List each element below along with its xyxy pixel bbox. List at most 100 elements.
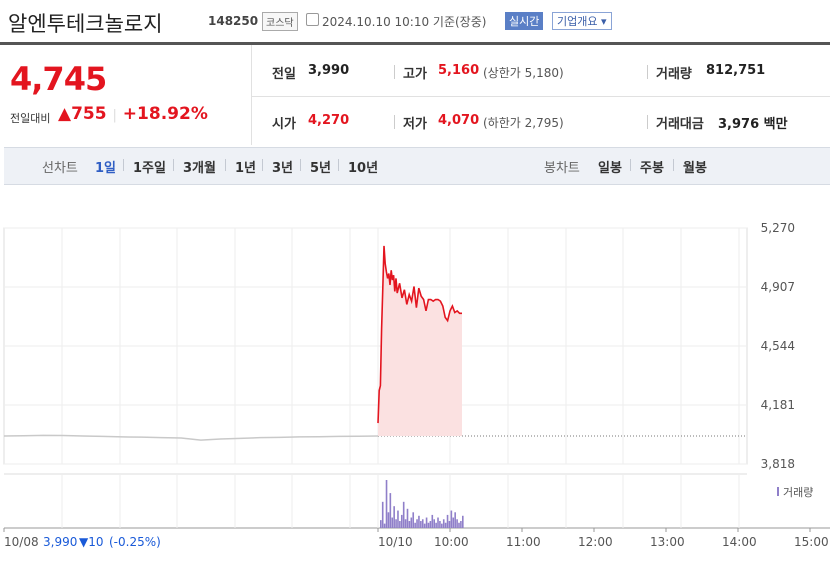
divider <box>300 159 301 171</box>
line-chart-label: 선차트 <box>42 161 78 176</box>
volume-bar <box>433 519 436 528</box>
volume-bar <box>414 522 416 528</box>
market-badge: 코스닥 <box>262 12 298 31</box>
low-label: 저가 <box>403 117 427 132</box>
tab-5year[interactable]: 5년 <box>310 161 332 176</box>
upper-limit: (상한가 5,180) <box>483 64 564 81</box>
volume-legend-swatch <box>777 487 779 496</box>
volume-bar <box>425 517 428 528</box>
volume-bar <box>441 523 443 528</box>
high-label: 고가 <box>403 67 427 82</box>
tab-1year[interactable]: 1년 <box>235 161 257 176</box>
high-value: 5,160 <box>438 63 480 78</box>
divider <box>630 159 631 171</box>
volume-bar <box>395 519 397 528</box>
tab-1day[interactable]: 1일 <box>95 161 117 176</box>
y-tick-label: 3,818 <box>761 457 795 471</box>
upper-limit-value: 5,180) <box>524 66 564 80</box>
tab-3year[interactable]: 3년 <box>272 161 294 176</box>
lower-limit-value: 2,795) <box>524 116 564 130</box>
tab-monthly-candle[interactable]: 월봉 <box>683 161 707 176</box>
change-amount: ▲755 <box>58 104 107 124</box>
volume-bar <box>437 517 439 528</box>
divider <box>225 159 226 171</box>
amount-value: 3,976 백만 <box>718 117 788 132</box>
y-tick-label: 4,181 <box>761 398 795 412</box>
volume-bar <box>387 512 390 528</box>
volume-bar <box>412 512 415 528</box>
volume-bar <box>458 522 460 528</box>
volume-value: 812,751 <box>706 63 766 78</box>
stock-name: 알엔투테크놀로지 <box>8 12 163 36</box>
x-tick-label: 10:00 <box>434 535 469 549</box>
prev-day-date: 10/08 <box>4 535 39 549</box>
divider <box>394 65 395 79</box>
volume-bar <box>397 510 399 528</box>
volume-bar <box>444 522 447 528</box>
tab-10year[interactable]: 10년 <box>348 161 379 176</box>
volume-bar <box>389 493 392 528</box>
volume-bar <box>442 519 445 528</box>
volume-bar <box>380 520 382 528</box>
open-label: 시가 <box>272 117 296 132</box>
current-price: 4,745 <box>10 60 107 98</box>
volume-bar <box>454 512 456 528</box>
stock-code: 148250 <box>208 14 259 28</box>
x-tick-label: 11:00 <box>506 535 541 549</box>
volume-label: 거래량 <box>656 67 692 82</box>
volume-bar <box>423 523 426 528</box>
volume-bar <box>456 519 458 528</box>
y-tick-label: 4,544 <box>761 339 795 353</box>
lower-limit: (하한가 2,795) <box>483 114 564 131</box>
y-tick-label: 4,907 <box>761 280 795 294</box>
tab-daily-candle[interactable]: 일봉 <box>598 161 622 176</box>
x-tick-label: 13:00 <box>650 535 685 549</box>
lower-limit-label: (하한가 <box>483 116 521 130</box>
volume-bar <box>416 519 418 528</box>
volume-bar <box>429 521 432 528</box>
timestamp: 2024.10.10 10:10 기준(장중) <box>322 15 487 29</box>
chart-tab-bar <box>4 147 830 185</box>
volume-bar <box>393 506 395 528</box>
divider <box>338 159 339 171</box>
volume-bar <box>381 501 384 528</box>
x-tick-label: 10/10 <box>378 535 413 549</box>
volume-bar <box>421 519 424 528</box>
amount-label: 거래대금 <box>656 117 704 132</box>
prev-close-label: 전일 <box>272 67 296 82</box>
clock-icon <box>306 13 319 26</box>
volume-legend-label: 거래량 <box>783 486 813 499</box>
prev-day-change: ▼10 <box>79 535 104 549</box>
realtime-button[interactable]: 실시간 <box>505 12 544 30</box>
x-tick-label: 14:00 <box>722 535 757 549</box>
volume-bar <box>400 514 403 528</box>
volume-bar <box>448 521 451 528</box>
y-tick-label: 5,270 <box>761 221 795 235</box>
divider <box>394 115 395 129</box>
candle-chart-label: 봉차트 <box>544 161 580 176</box>
volume-bar <box>391 517 394 528</box>
company-info-dropdown[interactable]: 기업개요 ▾ <box>552 12 612 30</box>
upper-limit-label: (상한가 <box>483 66 521 80</box>
tab-weekly-candle[interactable]: 주봉 <box>640 161 664 176</box>
volume-bar <box>450 510 453 528</box>
prev-day-close: 3,990 <box>43 535 77 549</box>
volume-bar <box>406 508 409 528</box>
tab-3month[interactable]: 3개월 <box>183 161 216 176</box>
low-value: 4,070 <box>438 113 480 128</box>
volume-bar <box>439 521 441 528</box>
x-tick-label: 15:00 <box>794 535 829 549</box>
today-area-fill <box>378 245 462 437</box>
volume-bar <box>452 517 455 528</box>
divider <box>173 159 174 171</box>
tab-1week[interactable]: 1주일 <box>133 161 166 176</box>
divider <box>673 159 674 171</box>
open-value: 4,270 <box>308 113 350 128</box>
volume-bar <box>427 522 430 528</box>
prev-day-line <box>3 434 379 441</box>
divider <box>647 115 648 129</box>
volume-bar <box>446 514 449 528</box>
x-tick-label: 12:00 <box>578 535 613 549</box>
volume-bar <box>460 521 462 528</box>
